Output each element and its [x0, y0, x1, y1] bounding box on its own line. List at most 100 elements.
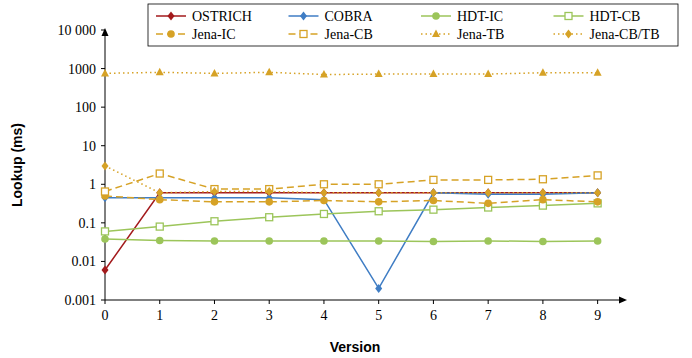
series: [102, 188, 602, 274]
chart: 01234567890.0010.010.1110100100010 000Ve…: [0, 0, 692, 358]
point: [484, 70, 492, 78]
y-tick: [101, 68, 105, 69]
x-tick: [214, 300, 215, 304]
y-tick-label: 10: [82, 139, 96, 154]
point: [430, 206, 437, 213]
legend-label: HDT-IC: [457, 9, 503, 24]
legend-label: HDT-CB: [590, 9, 641, 24]
point: [594, 237, 602, 245]
point: [485, 188, 492, 197]
point: [156, 188, 163, 197]
series: [102, 200, 602, 235]
legend-label: Jena-CB: [325, 27, 373, 42]
point: [430, 188, 437, 197]
point: [156, 223, 163, 230]
point: [211, 218, 218, 225]
point: [320, 197, 328, 205]
x-tick: [269, 300, 270, 304]
y-tick: [101, 145, 105, 146]
legend-box: [148, 4, 678, 46]
series-line: [105, 239, 598, 241]
point: [320, 70, 328, 78]
point: [375, 188, 382, 197]
series: [102, 161, 602, 197]
y-tick: [101, 184, 105, 185]
x-axis-label: Version: [330, 339, 381, 355]
point: [266, 214, 273, 221]
point: [375, 198, 383, 206]
x-tick: [542, 300, 543, 304]
legend-label: Jena-TB: [457, 27, 504, 42]
y-tick-label: 1000: [68, 62, 96, 77]
point: [594, 68, 602, 76]
point: [539, 188, 546, 197]
point: [211, 237, 219, 245]
x-tick: [105, 300, 106, 304]
point: [211, 198, 219, 206]
y-tick-label: 100: [75, 100, 96, 115]
point: [265, 237, 273, 245]
point: [375, 181, 382, 188]
y-tick: [101, 300, 105, 301]
x-tick-label: 6: [430, 308, 437, 323]
x-tick-label: 4: [320, 308, 327, 323]
point: [102, 228, 109, 235]
point: [539, 68, 547, 76]
y-tick-label: 1: [89, 177, 96, 192]
point: [375, 70, 383, 78]
point: [156, 68, 164, 76]
series-line: [105, 193, 598, 270]
x-tick: [323, 300, 324, 304]
x-tick: [597, 300, 598, 304]
legend-label: COBRA: [325, 9, 374, 24]
point: [320, 210, 327, 217]
series: [102, 170, 602, 195]
series: [101, 192, 601, 207]
legend: OSTRICHCOBRAHDT-ICHDT-CBJena-ICJena-CBJe…: [148, 4, 678, 46]
point: [375, 188, 382, 197]
point: [594, 172, 601, 179]
point: [266, 187, 273, 196]
y-tick-label: 0.001: [65, 293, 97, 308]
point: [429, 70, 437, 78]
point: [539, 188, 546, 197]
plot-area: [101, 68, 602, 293]
x-tick-label: 8: [539, 308, 546, 323]
x-axis-line: [105, 300, 625, 301]
y-tick-label: 10 000: [58, 23, 97, 38]
point: [320, 188, 327, 197]
x-tick-label: 2: [211, 308, 218, 323]
legend-label: OSTRICH: [192, 9, 252, 24]
x-tick-label: 3: [266, 308, 273, 323]
point: [102, 265, 109, 274]
point: [539, 238, 547, 246]
x-axis-arrow: [619, 297, 627, 304]
point: [430, 176, 437, 183]
point: [594, 188, 601, 197]
legend-marker: [300, 31, 307, 38]
point: [101, 235, 109, 243]
y-tick-label: 0.1: [79, 216, 97, 231]
point: [430, 238, 438, 246]
x-tick-label: 9: [594, 308, 601, 323]
point: [320, 181, 327, 188]
x-tick-label: 5: [375, 308, 382, 323]
y-tick: [101, 222, 105, 223]
point: [102, 188, 109, 195]
point: [430, 197, 438, 205]
point: [211, 187, 218, 196]
point: [594, 188, 601, 197]
y-tick: [101, 261, 105, 262]
series: [101, 68, 602, 78]
axes: 01234567890.0010.010.1110100100010 000: [58, 23, 628, 323]
series: [102, 188, 602, 293]
x-tick-label: 1: [156, 308, 163, 323]
series-line: [105, 196, 598, 203]
point: [265, 198, 273, 206]
x-tick: [378, 300, 379, 304]
point: [484, 200, 492, 208]
x-tick: [159, 300, 160, 304]
point: [156, 170, 163, 177]
x-tick-label: 7: [485, 308, 492, 323]
legend-marker: [300, 12, 307, 21]
